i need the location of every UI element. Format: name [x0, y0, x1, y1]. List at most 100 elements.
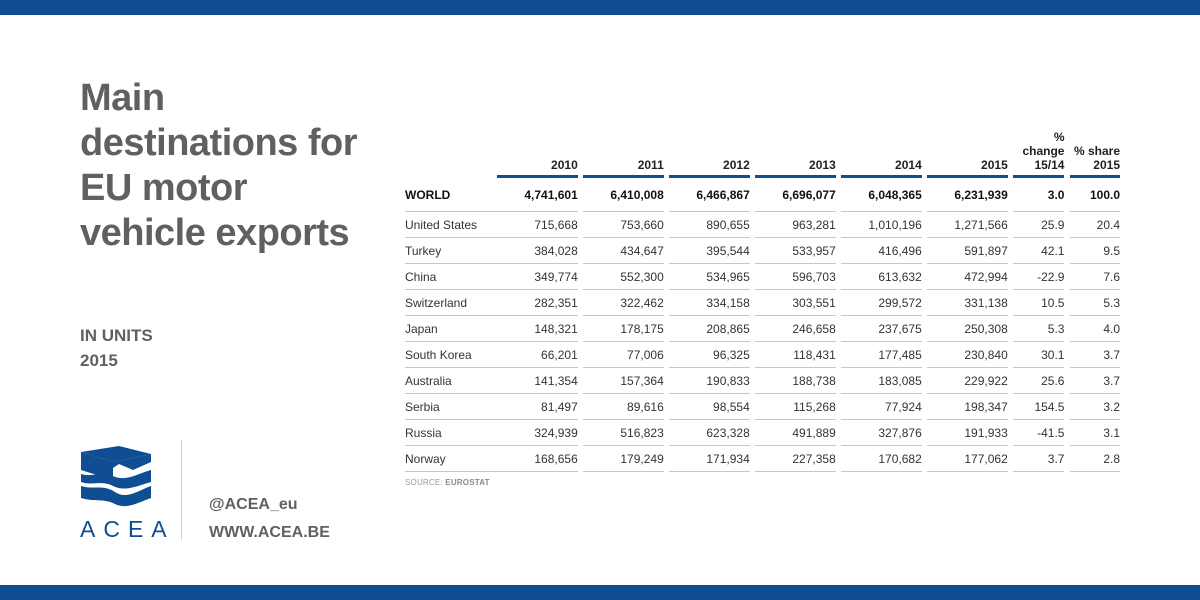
table-cell: 4,741,601	[496, 178, 578, 212]
table-cell: 6,410,008	[582, 178, 664, 212]
vertical-divider	[181, 440, 182, 540]
table-cell: 246,658	[754, 316, 836, 342]
table-cell: 168,656	[496, 446, 578, 472]
table-cell: 250,308	[926, 316, 1008, 342]
table-cell: 81,497	[496, 394, 578, 420]
table-cell: 533,957	[754, 238, 836, 264]
acea-logo-text: ACEA	[80, 516, 175, 542]
table-cell: 327,876	[840, 420, 922, 446]
table-cell: 237,675	[840, 316, 922, 342]
table-cell: 30.1	[1012, 342, 1065, 368]
table-cell: 25.9	[1012, 212, 1065, 238]
row-country-label: Turkey	[405, 238, 497, 264]
row-country-label: WORLD	[405, 178, 497, 212]
row-country-label: United States	[405, 212, 497, 238]
table-cell: 596,703	[754, 264, 836, 290]
table-cell: 148,321	[496, 316, 578, 342]
table-cell: 178,175	[582, 316, 664, 342]
header-label: 2010	[551, 158, 578, 172]
page-title: Main destinations for EU motor vehicle e…	[80, 77, 358, 254]
table-cell: 229,922	[926, 368, 1008, 394]
table-cell: 230,840	[926, 342, 1008, 368]
table-cell: 516,823	[582, 420, 664, 446]
table-cell: 77,924	[840, 394, 922, 420]
table-cell: 334,158	[668, 290, 750, 316]
table-cell: 3.1	[1069, 420, 1120, 446]
header-label: 2015	[981, 158, 1008, 172]
table-cell: 20.4	[1069, 212, 1120, 238]
table-row: China 349,774 552,300 534,965 596,703 613,632…	[405, 264, 1120, 290]
table-cell: 613,632	[840, 264, 922, 290]
table-cell: 3.7	[1069, 342, 1120, 368]
source-name: EUROSTAT	[445, 478, 490, 487]
table-cell: 552,300	[582, 264, 664, 290]
table-cell: 227,358	[754, 446, 836, 472]
table-cell: 6,466,867	[668, 178, 750, 212]
table-cell: 5.3	[1069, 290, 1120, 316]
table-cell: 6,231,939	[926, 178, 1008, 212]
table-cell: 753,660	[582, 212, 664, 238]
table-cell: 115,268	[754, 394, 836, 420]
header-col-3: 2012	[668, 130, 750, 178]
source-note: SOURCE: EUROSTAT	[405, 478, 490, 487]
header-label: 2011	[637, 158, 664, 172]
table-cell: 534,965	[668, 264, 750, 290]
table-cell: 98,554	[668, 394, 750, 420]
table-cell: 331,138	[926, 290, 1008, 316]
row-country-label: South Korea	[405, 342, 497, 368]
table-header: 2010 2011 2012 2013 2014 2015% change 15/14% s…	[405, 130, 1120, 178]
twitter-handle[interactable]: @ACEA_eu	[209, 496, 298, 513]
table-cell: 141,354	[496, 368, 578, 394]
table-row: United States 715,668 753,660 890,655 963,28…	[405, 212, 1120, 238]
table-cell: 9.5	[1069, 238, 1120, 264]
header-label: % change	[1022, 130, 1065, 158]
table-cell: 623,328	[668, 420, 750, 446]
table-cell: 3.0	[1012, 178, 1065, 212]
subtitle-units: IN UNITS	[80, 326, 153, 345]
table-cell: 491,889	[754, 420, 836, 446]
table-cell: 190,833	[668, 368, 750, 394]
subtitle-year: 2015	[80, 351, 118, 370]
social-links: @ACEA_eu WWW.ACEA.BE	[209, 491, 330, 547]
exports-table-container: 2010 2011 2012 2013 2014 2015% change 15/14% s…	[405, 130, 1120, 472]
table-cell: 6,696,077	[754, 178, 836, 212]
header-col-7: % change 15/14	[1012, 130, 1065, 178]
table-cell: 96,325	[668, 342, 750, 368]
header-label: 2014	[895, 158, 922, 172]
table-cell: 3.7	[1069, 368, 1120, 394]
row-country-label: Australia	[405, 368, 497, 394]
table-row: South Korea 66,201 77,006 96,325 118,431 177,…	[405, 342, 1120, 368]
website-link[interactable]: WWW.ACEA.BE	[209, 524, 330, 541]
table-cell: 384,028	[496, 238, 578, 264]
table-cell: 324,939	[496, 420, 578, 446]
table-row: Russia 324,939 516,823 623,328 491,889 327,87…	[405, 420, 1120, 446]
row-country-label: Russia	[405, 420, 497, 446]
table-cell: 188,738	[754, 368, 836, 394]
table-row-world: WORLD 4,741,601 6,410,008 6,466,867 6,696,07…	[405, 178, 1120, 212]
table-cell: 416,496	[840, 238, 922, 264]
table-body: WORLD 4,741,601 6,410,008 6,466,867 6,696,07…	[405, 178, 1120, 472]
table-cell: 322,462	[582, 290, 664, 316]
header-country	[405, 130, 497, 178]
table-row: Norway 168,656 179,249 171,934 227,358 170,68…	[405, 446, 1120, 472]
table-cell: 2.8	[1069, 446, 1120, 472]
table-cell: 4.0	[1069, 316, 1120, 342]
row-country-label: Switzerland	[405, 290, 497, 316]
table-cell: 208,865	[668, 316, 750, 342]
bottom-brand-bar	[0, 585, 1200, 600]
row-country-label: Serbia	[405, 394, 497, 420]
header-label: 2013	[809, 158, 836, 172]
table-cell: 179,249	[582, 446, 664, 472]
table-cell: 1,271,566	[926, 212, 1008, 238]
source-label: SOURCE:	[405, 478, 443, 487]
table-row: Switzerland 282,351 322,462 334,158 303,551 2…	[405, 290, 1120, 316]
top-brand-bar	[0, 0, 1200, 15]
table-cell: 5.3	[1012, 316, 1065, 342]
acea-logo-icon	[81, 446, 151, 507]
header-col-8: % share 2015	[1069, 130, 1120, 178]
table-cell: 198,347	[926, 394, 1008, 420]
table-row: Japan 148,321 178,175 208,865 246,658 237,675…	[405, 316, 1120, 342]
header-label: % share	[1073, 144, 1120, 158]
table-cell: 171,934	[668, 446, 750, 472]
header-col-5: 2014	[840, 130, 922, 178]
